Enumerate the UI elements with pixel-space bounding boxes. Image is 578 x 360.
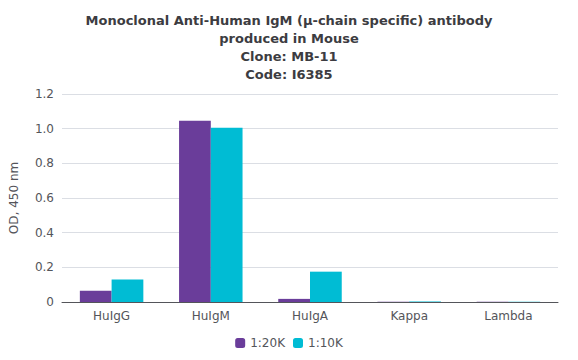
svg-text:0.8: 0.8 [35, 156, 54, 170]
svg-text:0: 0 [46, 295, 54, 309]
svg-text:HuIgM: HuIgM [192, 309, 230, 323]
svg-text:produced in Mouse: produced in Mouse [219, 31, 359, 46]
svg-text:HuIgG: HuIgG [93, 309, 130, 323]
svg-text:OD, 450 nm: OD, 450 nm [7, 162, 21, 234]
svg-text:1.0: 1.0 [35, 122, 54, 136]
svg-text:0.4: 0.4 [35, 226, 54, 240]
svg-text:HuIgA: HuIgA [292, 309, 329, 323]
svg-text:Clone: MB-11: Clone: MB-11 [240, 49, 337, 64]
svg-text:0.6: 0.6 [35, 191, 54, 205]
svg-text:1:10K: 1:10K [308, 336, 344, 350]
svg-text:Kappa: Kappa [390, 309, 428, 323]
svg-text:1:20K: 1:20K [250, 336, 286, 350]
svg-text:0.2: 0.2 [35, 260, 54, 274]
svg-text:1.2: 1.2 [35, 87, 54, 101]
svg-text:Code: I6385: Code: I6385 [245, 67, 332, 82]
svg-text:Lambda: Lambda [484, 309, 532, 323]
svg-text:Monoclonal Anti-Human IgM (μ-c: Monoclonal Anti-Human IgM (μ-chain speci… [86, 13, 493, 28]
